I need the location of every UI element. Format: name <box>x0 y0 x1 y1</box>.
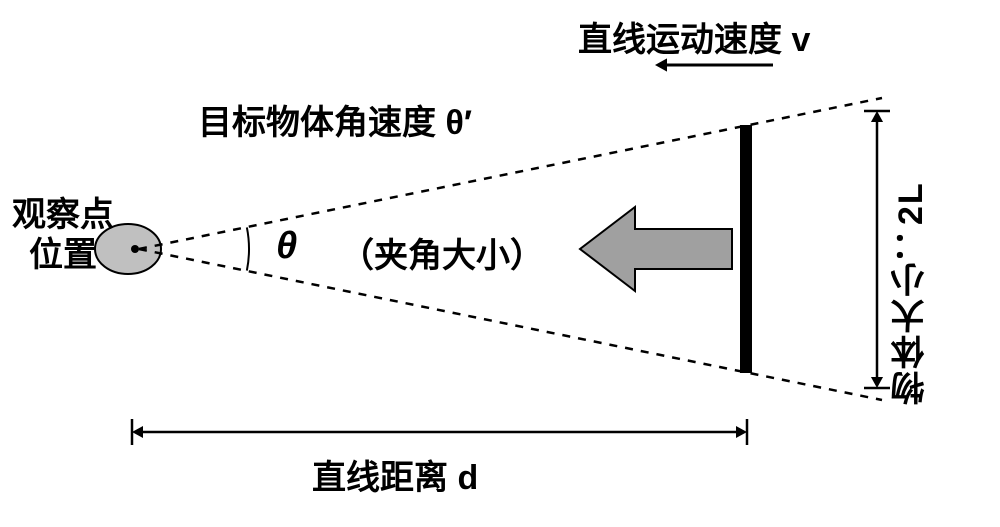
label-distance-d: 直线距离 d <box>312 450 478 499</box>
dim-2l-arrow-bottom <box>871 377 883 388</box>
dim-2l-arrow-top <box>871 111 883 122</box>
label-theta: θ <box>276 225 297 268</box>
dim-d-arrow-left <box>132 426 143 438</box>
label-angular-velocity: 目标物体角速度 θ′ <box>198 95 472 144</box>
observer-pupil <box>131 245 139 253</box>
label-angle-caption: （夹角大小） <box>340 228 544 277</box>
diagram-stage: 直线运动速度 v 目标物体角速度 θ′ 观察点位置 θ （夹角大小） 直线距离 … <box>0 0 1000 527</box>
dim-d-arrow-right <box>736 426 747 438</box>
angle-arc <box>247 227 249 270</box>
label-observer: 观察点位置 <box>12 195 114 275</box>
motion-arrow <box>580 207 732 291</box>
label-linear-speed: 直线运动速度 v <box>578 12 810 61</box>
label-object-size: 物体大小：2L <box>886 181 935 405</box>
